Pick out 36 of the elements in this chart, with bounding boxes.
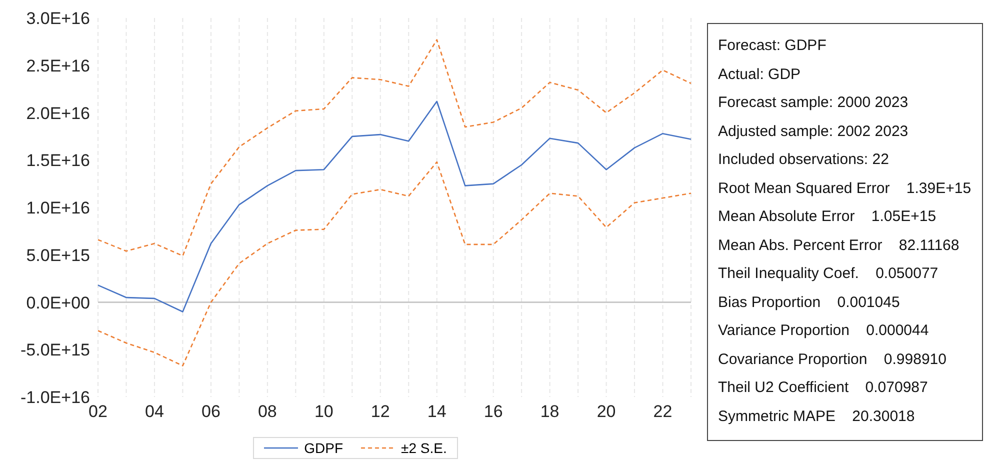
x-tick-label: 18 xyxy=(540,402,560,422)
y-tick-label: 1.0E+16 xyxy=(26,198,90,218)
x-tick-label: 02 xyxy=(88,402,108,422)
y-tick-label: 0.0E+00 xyxy=(26,293,90,312)
x-tick-label: 06 xyxy=(201,402,220,422)
text: Mean Absolute Error 1.05E+15 xyxy=(718,207,938,227)
y-tick-label: -1.0E+16 xyxy=(20,388,90,408)
legend-label: GDPF xyxy=(304,440,344,456)
text: Symmetric MAPE 20.30018 xyxy=(718,406,916,426)
x-tick-label: 04 xyxy=(145,402,164,422)
y-tick-label: 5.0E+15 xyxy=(26,246,90,265)
text: Mean Abs. Percent Error 82.11168 xyxy=(718,236,960,256)
legend-label: ±2 S.E. xyxy=(401,440,447,456)
text: Theil U2 Coefficient 0.070987 xyxy=(718,378,929,398)
text: Forecast sample: 2000 2023 xyxy=(718,93,910,113)
text: Forecast: GDPF xyxy=(718,36,828,56)
x-tick-label: 16 xyxy=(484,402,503,422)
x-tick-label: 10 xyxy=(314,402,334,422)
x-tick-label: 22 xyxy=(653,402,672,422)
text: Root Mean Squared Error 1.39E+15 xyxy=(718,178,972,198)
text: Actual: GDP xyxy=(718,64,802,84)
text: Theil Inequality Coef. 0.050077 xyxy=(718,264,940,284)
text: Variance Proportion 0.000044 xyxy=(718,321,930,341)
y-tick-label: -5.0E+15 xyxy=(20,340,90,360)
text: Included observations: 22 xyxy=(718,150,890,170)
text: Covariance Proportion 0.998910 xyxy=(718,350,948,370)
x-tick-label: 20 xyxy=(596,402,616,422)
x-tick-label: 12 xyxy=(370,402,390,422)
y-tick-label: 2.0E+16 xyxy=(26,104,90,123)
y-tick-label: 1.5E+16 xyxy=(26,151,90,170)
x-tick-label: 08 xyxy=(258,402,277,422)
x-tick-label: 14 xyxy=(427,402,446,422)
y-tick-label: 2.5E+16 xyxy=(26,56,90,76)
text: Adjusted sample: 2002 2023 xyxy=(718,122,910,142)
y-tick-label: 3.0E+16 xyxy=(26,9,90,28)
text: Bias Proportion 0.001045 xyxy=(718,292,901,312)
